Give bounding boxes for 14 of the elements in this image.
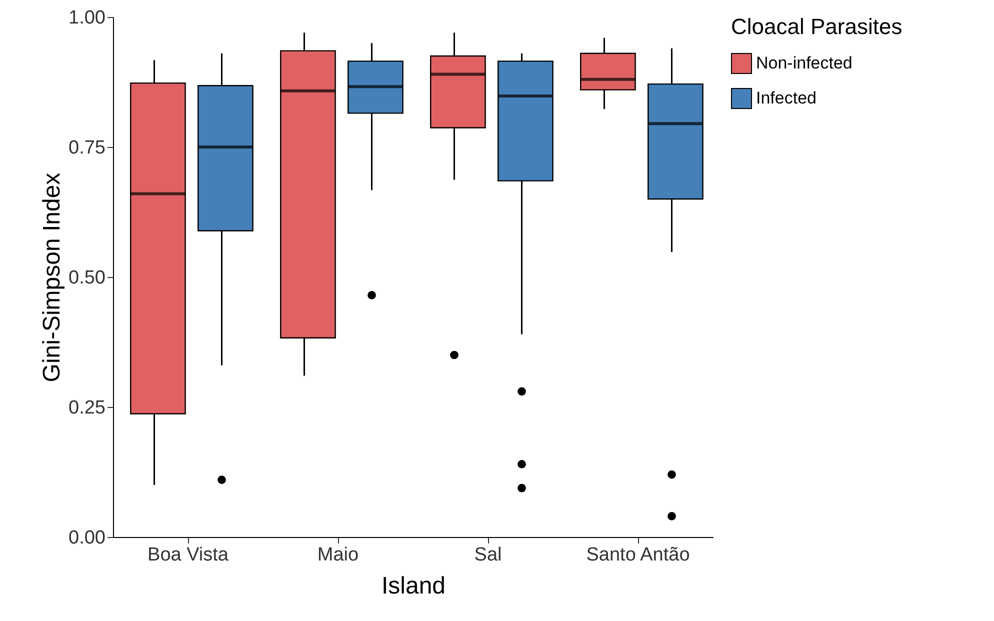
y-tick-label: 0.25 [68,398,106,418]
y-tick-label: 0.50 [68,268,106,288]
y-tick-label: 0.00 [68,528,106,548]
x-tick-label: Boa Vista [148,544,229,566]
x-tick-label: Sal [474,544,502,566]
y-axis-title: Gini-Simpson Index [38,172,66,382]
legend-title: Cloacal Parasites [731,14,902,39]
x-axis-title: Island [381,572,446,600]
x-tick-label: Maio [317,544,359,566]
legend-label: Infected [756,88,816,108]
legend-label: Non-infected [756,54,852,72]
y-tick-label: 1.00 [68,8,106,28]
x-tick-label: Santo Antão [586,544,690,566]
y-tick-label: 0.75 [68,138,106,158]
